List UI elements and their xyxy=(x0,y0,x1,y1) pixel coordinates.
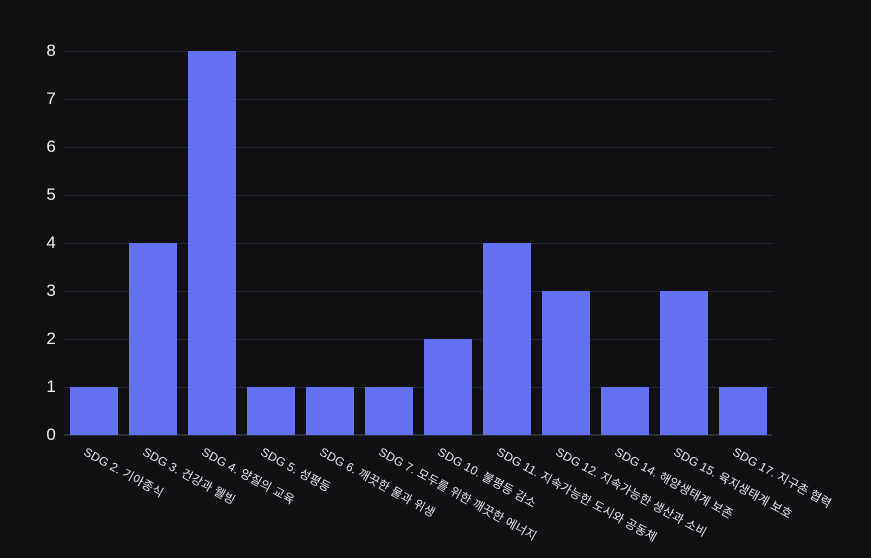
gridline xyxy=(64,51,772,52)
bar xyxy=(482,243,531,435)
gridline xyxy=(64,195,772,196)
bar xyxy=(187,51,236,435)
y-tick-label: 0 xyxy=(46,425,56,444)
bar xyxy=(246,387,295,435)
y-tick-label: 8 xyxy=(46,41,56,60)
y-tick-label: 3 xyxy=(46,281,56,300)
y-tick-label: 4 xyxy=(46,233,56,252)
y-tick-label: 5 xyxy=(46,185,56,204)
bar xyxy=(305,387,354,435)
bar xyxy=(600,387,649,435)
bar xyxy=(718,387,767,435)
bar xyxy=(423,339,472,435)
gridline xyxy=(64,147,772,148)
bar xyxy=(541,291,590,435)
bar xyxy=(69,387,118,435)
y-tick-label: 2 xyxy=(46,329,56,348)
gridline xyxy=(64,99,772,100)
y-tick-label: 7 xyxy=(46,89,56,108)
bar xyxy=(364,387,413,435)
y-tick-label: 1 xyxy=(46,377,56,396)
bar xyxy=(128,243,177,435)
y-tick-label: 6 xyxy=(46,137,56,156)
bar xyxy=(659,291,708,435)
